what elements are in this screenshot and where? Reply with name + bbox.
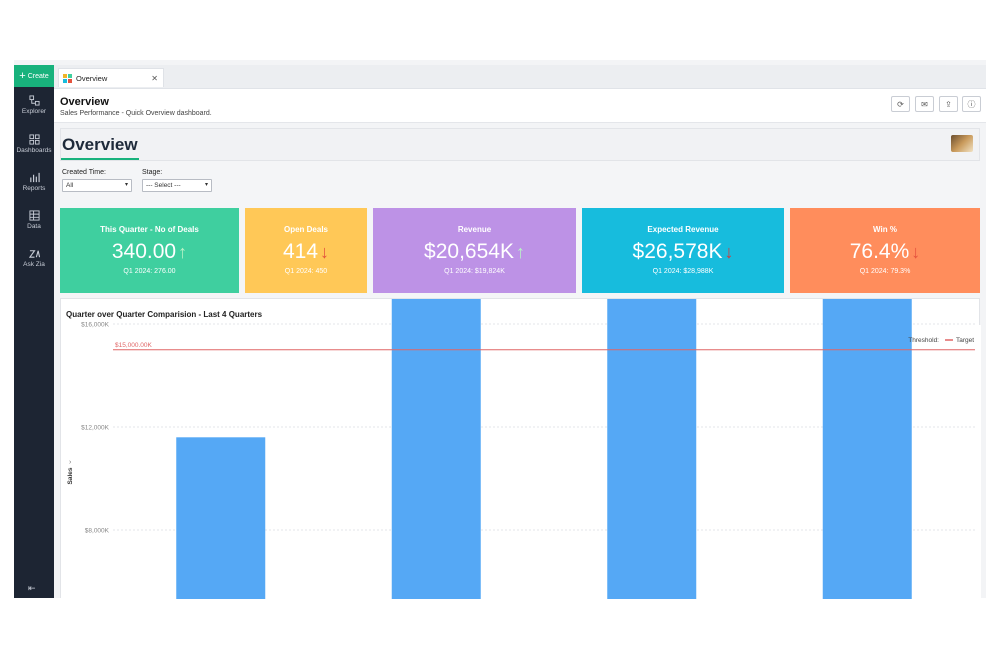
created-time-value: All (66, 182, 74, 189)
tab-label: Overview (76, 73, 108, 83)
email-button[interactable]: ✉ (915, 96, 934, 112)
sidebar-item-label: Explorer (21, 108, 47, 115)
dashboard-grid-icon (63, 73, 72, 83)
info-icon: ⓘ (967, 99, 976, 109)
export-icon: ⇪ (945, 99, 952, 109)
arrow-up-icon: ↑ (515, 242, 525, 262)
chevron-down-icon: ▾ (124, 182, 128, 188)
y-tick-label: $12,000K (81, 425, 109, 432)
kpi-label: This Quarter - No of Deals (100, 225, 199, 234)
kpi-value-row: $26,578K ↓ (582, 240, 784, 264)
page-title: Overview (60, 96, 109, 108)
kpi-value: 414 (282, 240, 319, 263)
create-button[interactable]: + Create (14, 65, 54, 87)
kpi-value: $20,654K (424, 240, 514, 263)
sidebar-item-label: Data (27, 223, 41, 230)
kpi-value: $26,578K (632, 240, 723, 263)
explorer-icon (28, 95, 40, 106)
sidebar-item-ask-zia[interactable]: Ask Zia (14, 248, 54, 268)
kpi-card-win-percent[interactable]: Win % 76.4% ↓ Q1 2024: 79.3% (790, 208, 980, 293)
sidebar: + Create Explorer Dashboards Reports Dat… (14, 65, 54, 598)
sidebar-item-reports[interactable]: Reports (14, 172, 54, 192)
bar-chart: $4,000K$8,000K$12,000K$16,000K$20,000KSa… (61, 299, 981, 599)
arrow-down-icon: ↓ (724, 242, 734, 262)
dashboard-content: Overview Created Time: All ▾ Stage: --- … (60, 128, 981, 599)
kpi-label: Revenue (457, 225, 492, 234)
chart-bar (607, 299, 697, 599)
plus-icon: + (19, 69, 26, 82)
kpi-value-row: 340.00 ↑ (60, 240, 239, 264)
kpi-comparison: Q1 2024: $28,988K (652, 268, 714, 275)
refresh-button[interactable]: ⟳ (891, 96, 910, 112)
page-subtitle: Sales Performance - Quick Overview dashb… (60, 110, 212, 117)
info-button[interactable]: ⓘ (962, 96, 981, 112)
arrow-up-icon: ↑ (178, 242, 188, 262)
chart-bar (176, 437, 266, 599)
kpi-label: Win % (873, 225, 897, 234)
create-label: Create (27, 72, 49, 80)
stage-value: --- Select --- (146, 182, 181, 189)
data-icon (28, 210, 40, 221)
arrow-down-icon: ↓ (320, 242, 330, 262)
sidebar-item-label: Ask Zia (23, 261, 45, 268)
kpi-value: 340.00 (111, 240, 177, 263)
kpi-card-open-deals[interactable]: Open Deals 414 ↓ Q1 2024: 450 (245, 208, 367, 293)
tab-bar: Overview ✕ (54, 65, 986, 89)
collapse-sidebar-icon[interactable]: ⇤ (28, 583, 36, 593)
kpi-value-row: 76.4% ↓ (790, 240, 980, 264)
y-tick-label: $16,000K (81, 322, 109, 329)
reports-icon (29, 172, 40, 183)
legend-title: Threshold: (908, 337, 939, 344)
stage-label: Stage: (142, 169, 163, 176)
created-time-label: Created Time: (62, 169, 106, 176)
overview-title: Overview (61, 135, 139, 160)
kpi-card-expected-revenue[interactable]: Expected Revenue $26,578K ↓ Q1 2024: $28,… (582, 208, 784, 293)
handshake-image (951, 135, 973, 152)
kpi-card-deals[interactable]: This Quarter - No of Deals 340.00 ↑ Q1 20… (60, 208, 239, 293)
chevron-down-icon: ▾ (204, 182, 208, 188)
y-tick-label: $8,000K (85, 528, 110, 535)
arrow-down-icon: ↓ (911, 242, 921, 262)
qoq-chart-widget: Quarter over Quarter Comparision - Last … (60, 298, 981, 599)
export-button[interactable]: ⇪ (939, 96, 958, 112)
kpi-label: Open Deals (283, 225, 328, 234)
stage-select[interactable]: --- Select --- ▾ (142, 179, 212, 192)
envelope-icon: ✉ (921, 99, 928, 109)
kpi-label: Expected Revenue (647, 225, 719, 234)
kpi-comparison: Q1 2024: 276.00 (123, 268, 176, 275)
created-time-select[interactable]: All ▾ (62, 179, 132, 192)
tab-overview[interactable]: Overview ✕ (58, 68, 164, 87)
ask-zia-icon (28, 250, 40, 258)
overview-header: Overview (60, 128, 980, 161)
sidebar-item-label: Reports (22, 185, 46, 192)
kpi-comparison: Q1 2024: $19,824K (444, 268, 505, 275)
sidebar-item-data[interactable]: Data (14, 210, 54, 230)
chart-bar (822, 299, 912, 599)
chart-title: Quarter over Quarter Comparision - Last … (66, 310, 263, 319)
refresh-icon: ⟳ (897, 99, 904, 109)
threshold-label: $15,000.00K (115, 342, 153, 349)
kpi-value-row: $20,654K ↑ (373, 240, 576, 264)
chart-bar (391, 299, 481, 599)
close-icon[interactable]: ✕ (151, 73, 158, 83)
dashboards-icon (28, 134, 40, 145)
sidebar-item-explorer[interactable]: Explorer (14, 95, 54, 115)
kpi-comparison: Q1 2024: 450 (284, 268, 328, 275)
y-axis-label: Sales (67, 467, 74, 484)
kpi-value: 76.4% (849, 240, 910, 263)
sidebar-item-label: Dashboards (16, 147, 52, 154)
y-axis-chevron-icon: › (69, 459, 72, 466)
kpi-comparison: Q1 2024: 79.3% (859, 268, 911, 275)
sidebar-item-dashboards[interactable]: Dashboards (14, 134, 54, 154)
page-header: Overview Sales Performance - Quick Overv… (54, 89, 986, 123)
kpi-value-row: 414 ↓ (245, 240, 367, 264)
legend-label: Target (956, 337, 974, 344)
kpi-card-revenue[interactable]: Revenue $20,654K ↑ Q1 2024: $19,824K (373, 208, 576, 293)
